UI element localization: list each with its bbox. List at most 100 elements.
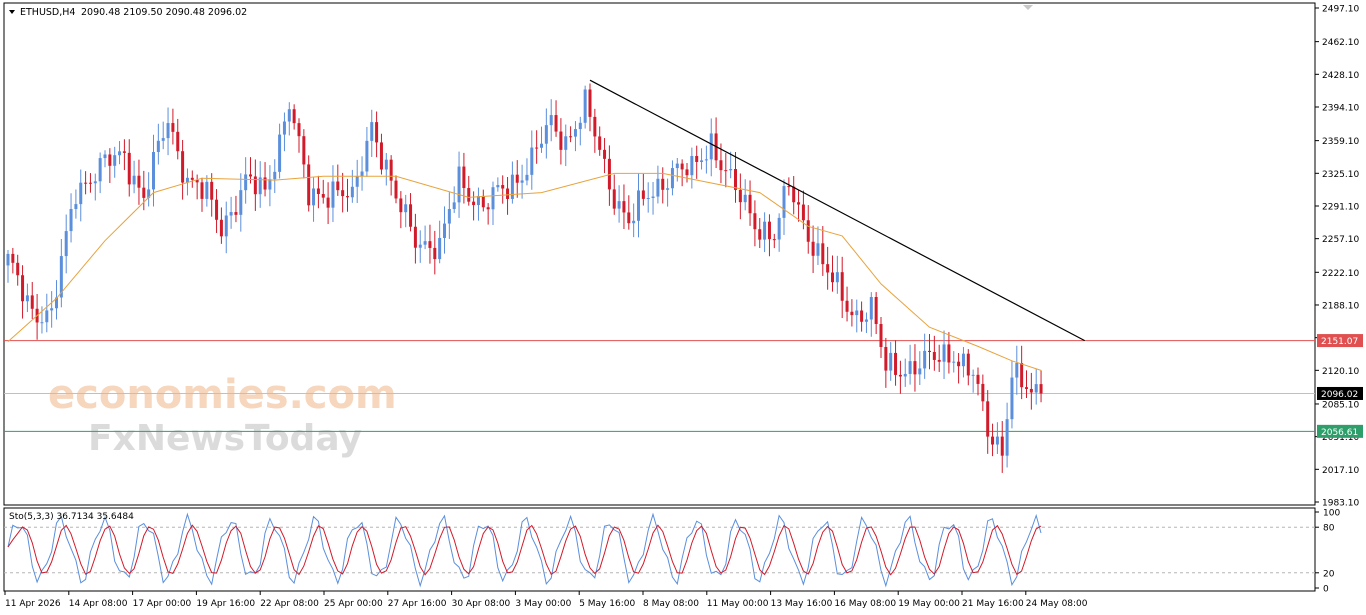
candle-body [627, 212, 631, 224]
candle-body [544, 125, 548, 144]
candle-body [350, 186, 354, 198]
candle-body [181, 151, 185, 183]
candle-body [797, 202, 801, 205]
candle-body [559, 131, 563, 150]
price-tick-label: 2291.10 [1322, 202, 1359, 212]
candle-body [1000, 436, 1004, 456]
resistance-level-tag [1317, 334, 1363, 348]
time-tick-label: 25 Apr 00:00 [324, 599, 383, 609]
candle-body [418, 244, 422, 248]
candle-body [957, 361, 961, 367]
candle-body [729, 169, 733, 171]
candle-body [738, 189, 742, 203]
time-tick-label: 5 May 16:00 [579, 599, 635, 609]
time-tick-label: 14 Apr 08:00 [69, 599, 128, 609]
candle-body [937, 359, 941, 362]
candle-body [176, 131, 180, 152]
candle-body [564, 136, 568, 150]
time-tick-label: 22 Apr 08:00 [260, 599, 319, 609]
candle-body [190, 177, 194, 180]
symbol-timeframe: ETHUSD,H4 [20, 7, 75, 18]
candle-body [491, 187, 495, 210]
candle-body [11, 253, 15, 263]
candle-body [379, 142, 383, 170]
candle-body [98, 158, 102, 182]
candle-body [50, 308, 54, 311]
candle-body [971, 374, 975, 376]
level-labels: 2151.07 2096.02 2056.61 [1317, 334, 1363, 438]
candle-body [278, 134, 282, 172]
price-tick-label: 2051.10 [1322, 433, 1359, 443]
candle-body [234, 212, 238, 215]
candle-body [719, 160, 723, 171]
candle-body [641, 190, 645, 199]
candle-body [481, 195, 485, 208]
time-tick-label: 24 May 08:00 [1026, 599, 1088, 609]
candle-body [724, 170, 728, 172]
candle-body [88, 182, 92, 184]
candle-body [991, 436, 995, 445]
candle-body [341, 190, 345, 197]
candle-body [127, 152, 131, 185]
candle-body [108, 154, 112, 166]
price-tick-label: 2325.10 [1322, 170, 1359, 180]
stochastic-signal-line [7, 524, 1042, 576]
candle-body [709, 133, 713, 160]
candle-body [540, 143, 543, 148]
candle-body [801, 204, 805, 221]
candle-body [632, 220, 636, 224]
candle-body [195, 179, 199, 183]
stochastic-tick-label: 80 [1323, 524, 1335, 534]
candle-body [913, 361, 917, 375]
candle-body [346, 196, 349, 198]
candle-body [743, 194, 747, 203]
candle-body [569, 136, 573, 138]
candle-body [617, 201, 621, 209]
candle-body [375, 122, 379, 143]
time-tick-label: 27 Apr 16:00 [388, 599, 447, 609]
candle-body [530, 147, 534, 175]
price-tick-label: 2497.10 [1322, 5, 1359, 15]
candle-body [501, 185, 505, 189]
candle-body [258, 177, 262, 195]
dropdown-triangle-icon[interactable] [9, 10, 15, 14]
candle-body [302, 136, 306, 165]
candle-body [384, 159, 388, 170]
candle-body [506, 188, 510, 199]
chart-shift-marker-icon[interactable] [1023, 5, 1033, 10]
stochastic-label: Sto(5,3,3) 36.7134 35.6484 [9, 512, 134, 522]
candle-body [219, 219, 223, 237]
candle-body [210, 181, 214, 200]
price-tick-label: 1983.10 [1322, 499, 1359, 509]
candle-body [734, 169, 737, 190]
watermark: economies.com FxNewsToday [48, 372, 397, 459]
candle-body [894, 352, 898, 375]
price-tick-label: 2257.10 [1322, 235, 1359, 245]
candle-body [1025, 387, 1028, 389]
candle-body [690, 155, 694, 176]
candle-body [409, 204, 413, 227]
candle-body [923, 350, 927, 369]
watermark-economies: economies.com [48, 372, 397, 418]
resistance-trendline[interactable] [589, 79, 1085, 342]
candle-body [365, 140, 369, 172]
candle-body [244, 174, 248, 191]
candle-body [826, 264, 830, 273]
candle-body [428, 241, 432, 248]
time-tick-label: 13 May 16:00 [771, 599, 833, 609]
candle-body [79, 182, 83, 205]
candle-body [224, 215, 228, 237]
candle-body [472, 201, 476, 206]
candle-body [700, 160, 704, 162]
price-tick-label: 2120.10 [1322, 367, 1359, 377]
current-price-level-tag [1317, 386, 1363, 400]
candle-body [918, 368, 922, 375]
candle-body [554, 115, 558, 132]
time-tick-label: 19 Apr 16:00 [196, 599, 255, 609]
price-axis: 2497.10 2462.10 2428.10 2394.10 2359.10 2325.… [1315, 5, 1359, 509]
candle-body [816, 243, 820, 256]
candle-body [607, 158, 611, 190]
candle-body [316, 188, 320, 195]
candle-body [137, 175, 141, 188]
candle-body [772, 239, 776, 241]
